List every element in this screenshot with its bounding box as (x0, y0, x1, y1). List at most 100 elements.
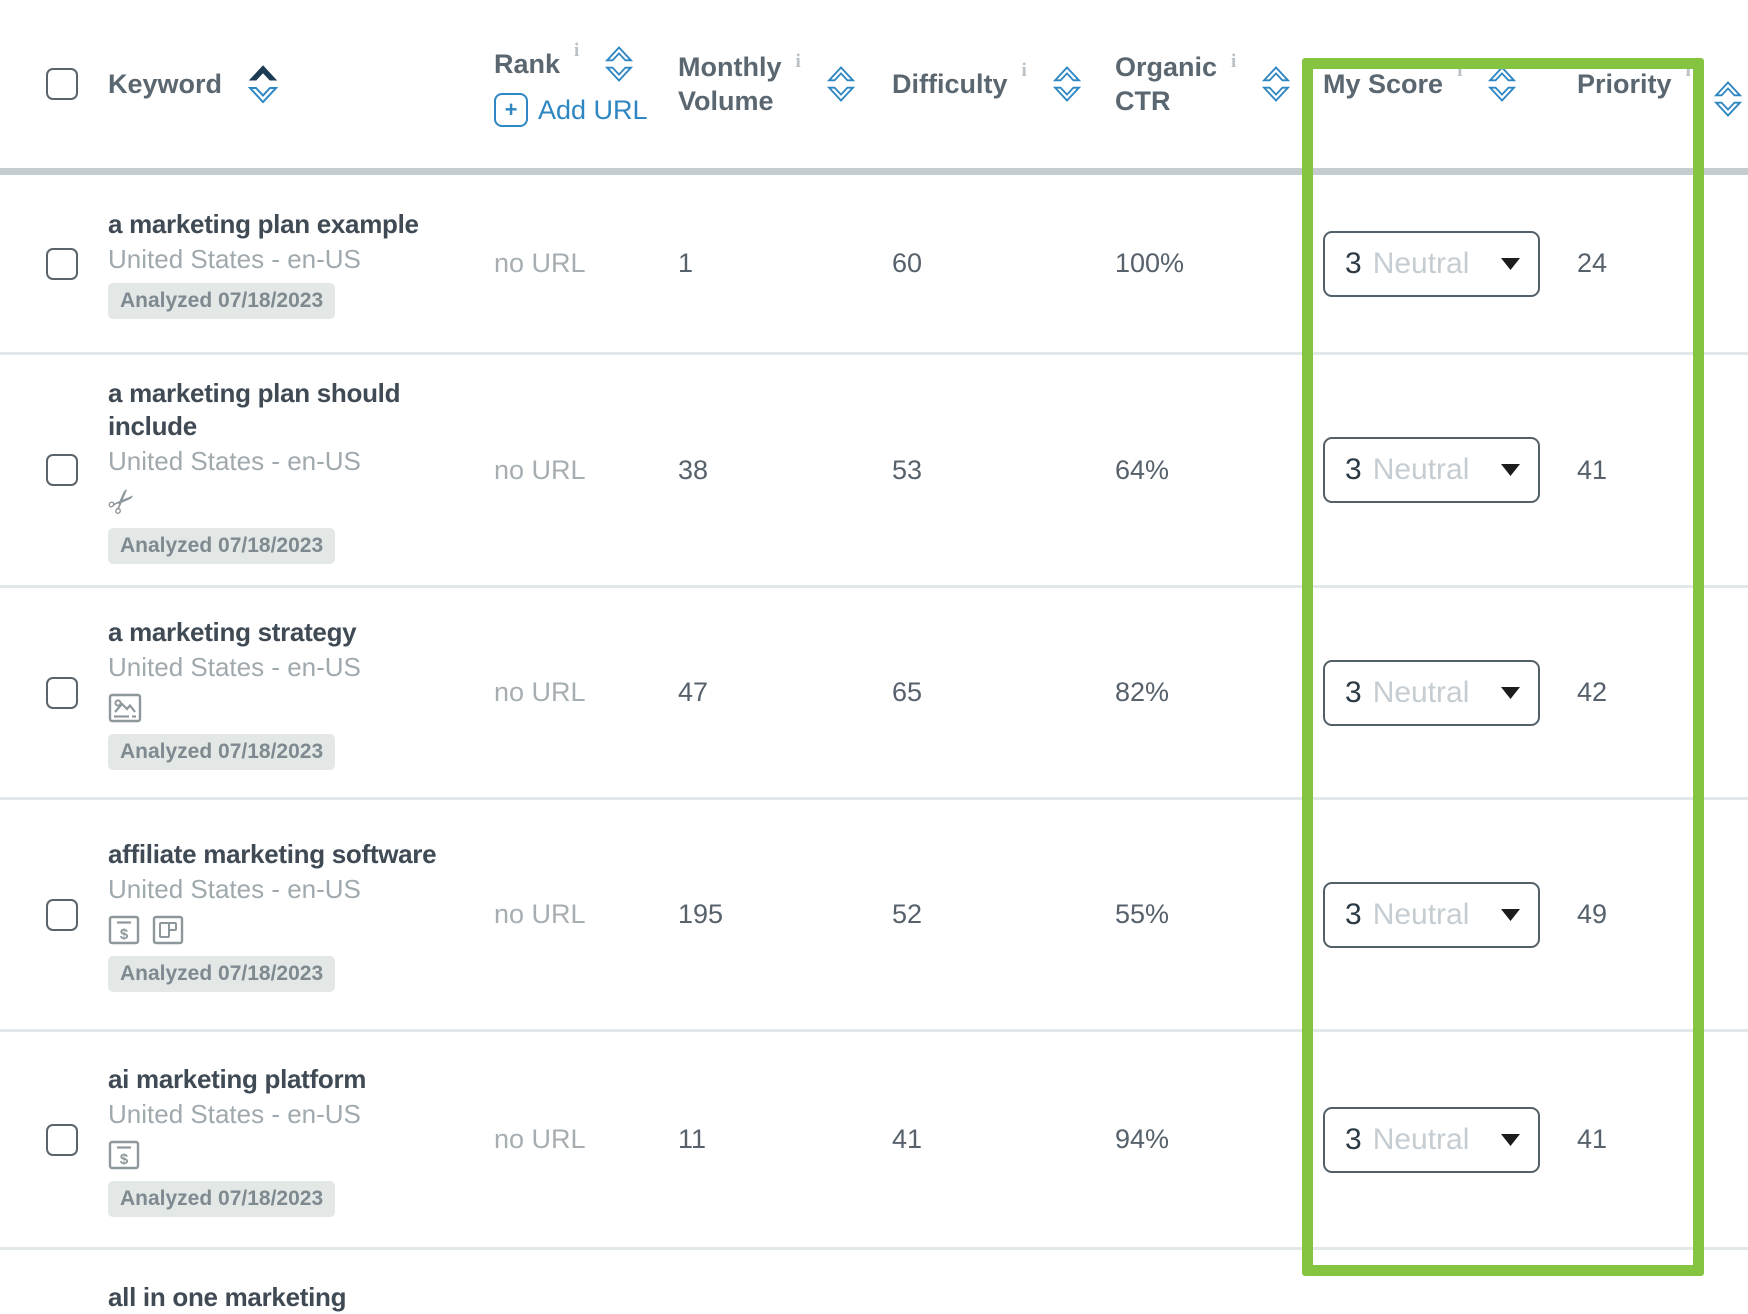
table-row: ai marketing platform United States - en… (0, 1032, 1748, 1250)
priority-value: 41 (1577, 1124, 1608, 1154)
difficulty-value: 60 (892, 248, 923, 278)
analyzed-badge: Analyzed 07/18/2023 (108, 283, 336, 319)
sort-icon[interactable] (1262, 61, 1291, 107)
keyword-link[interactable]: a marketing plan example (108, 209, 419, 239)
keyword-link[interactable]: affiliate marketing software (108, 838, 437, 869)
table-header: Keyword Rank i + Add URL Monthly Vo (0, 0, 1748, 175)
row-checkbox[interactable] (46, 1123, 78, 1156)
monthly-volume-value: 11 (678, 1124, 707, 1154)
difficulty-value: 53 (892, 454, 923, 485)
column-header-keyword[interactable]: Keyword (95, 0, 485, 168)
info-icon[interactable]: i (1231, 51, 1237, 72)
dropdown-caret-icon (1501, 686, 1520, 699)
info-icon[interactable]: i (1685, 60, 1691, 81)
dropdown-caret-icon (1501, 464, 1520, 476)
info-icon[interactable]: i (1021, 60, 1027, 81)
organic-ctr-header-label: Organic CTR (1115, 52, 1218, 116)
table-row: a marketing plan should include United S… (0, 355, 1748, 588)
keyword-header-label: Keyword (108, 69, 223, 99)
sort-icon[interactable] (826, 61, 855, 107)
difficulty-header-label: Difficulty (892, 69, 1008, 99)
sort-icon[interactable] (1488, 61, 1517, 107)
analyzed-badge: Analyzed 07/18/2023 (108, 955, 336, 992)
priority-value: 42 (1577, 677, 1608, 707)
dollar-square-icon: $ (108, 1140, 140, 1169)
add-url-label: Add URL (538, 94, 648, 125)
sort-icon[interactable] (1714, 76, 1742, 122)
organic-ctr-value: 64% (1115, 454, 1170, 485)
organic-ctr-value: 94% (1115, 1124, 1170, 1154)
info-icon[interactable]: i (795, 51, 801, 72)
priority-value: 24 (1577, 248, 1608, 278)
keyword-location: United States - en-US (108, 1098, 361, 1129)
column-header-organic-ctr[interactable]: Organic CTR i (1105, 0, 1313, 168)
monthly-volume-value: 47 (678, 677, 709, 707)
monthly-volume-value: 1 (678, 248, 694, 278)
priority-value: 41 (1577, 454, 1608, 485)
my-score-dropdown[interactable]: 3 Neutral (1323, 659, 1540, 726)
organic-ctr-value: 82% (1115, 677, 1170, 707)
row-checkbox[interactable] (46, 898, 78, 931)
rank-value: no URL (494, 454, 586, 485)
priority-value: 49 (1577, 899, 1608, 929)
table-row: a marketing plan example United States -… (0, 175, 1748, 355)
svg-text:$: $ (120, 1151, 129, 1168)
keyword-link[interactable]: a marketing plan should include (108, 377, 401, 441)
dropdown-caret-icon (1501, 1133, 1520, 1146)
monthly-volume-value: 38 (678, 454, 709, 485)
sort-icon-active-asc[interactable] (248, 59, 279, 109)
monthly-volume-value: 195 (678, 899, 724, 929)
keyword-location: United States - en-US (108, 445, 361, 476)
table-row-partial: all in one marketing (0, 1250, 1748, 1314)
rank-value: no URL (494, 248, 586, 278)
analyzed-badge: Analyzed 07/18/2023 (108, 733, 336, 770)
scissors-icon: ✂ (98, 477, 146, 526)
table-row: a marketing strategy United States - en-… (0, 588, 1748, 800)
column-header-my-score[interactable]: My Score i (1313, 0, 1565, 168)
dropdown-caret-icon (1501, 257, 1520, 270)
sort-icon[interactable] (605, 41, 634, 87)
priority-header-label: Priority (1577, 69, 1672, 99)
column-header-rank: Rank i + Add URL (485, 0, 665, 168)
header-checkbox-cell (0, 0, 95, 168)
plus-icon: + (494, 93, 528, 127)
table-row: affiliate marketing software United Stat… (0, 800, 1748, 1032)
my-score-dropdown[interactable]: 3 Neutral (1323, 437, 1540, 503)
dollar-square-icon: $ (108, 915, 140, 944)
rank-header-label[interactable]: Rank (494, 49, 561, 79)
column-header-monthly-volume[interactable]: Monthly Volume i (665, 0, 880, 168)
keyword-link[interactable]: a marketing strategy (108, 616, 357, 647)
image-pack-icon (108, 693, 142, 722)
sort-icon[interactable] (1052, 61, 1081, 107)
row-checkbox[interactable] (46, 247, 78, 280)
my-score-dropdown[interactable]: 3 Neutral (1323, 230, 1540, 297)
row-checkbox[interactable] (46, 676, 78, 709)
analyzed-badge: Analyzed 07/18/2023 (108, 1180, 336, 1217)
rank-value: no URL (494, 677, 586, 707)
keyword-location: United States - en-US (108, 651, 361, 682)
column-header-difficulty[interactable]: Difficulty i (880, 0, 1105, 168)
organic-ctr-value: 55% (1115, 899, 1170, 929)
keyword-location: United States - en-US (108, 244, 361, 274)
my-score-dropdown[interactable]: 3 Neutral (1323, 881, 1540, 948)
row-checkbox[interactable] (46, 454, 78, 486)
rank-value: no URL (494, 1124, 586, 1154)
info-icon[interactable]: i (1457, 60, 1463, 81)
difficulty-value: 41 (892, 1124, 923, 1154)
keyword-link[interactable]: all in one marketing (108, 1282, 347, 1312)
organic-ctr-value: 100% (1115, 248, 1185, 278)
keyword-link[interactable]: ai marketing platform (108, 1063, 367, 1094)
my-score-header-label: My Score (1323, 69, 1444, 99)
dropdown-caret-icon (1501, 908, 1520, 921)
panel-icon (152, 915, 184, 944)
difficulty-value: 52 (892, 899, 923, 929)
add-url-button[interactable]: + Add URL (494, 93, 648, 127)
column-header-priority[interactable]: Priority i (1565, 0, 1748, 168)
svg-text:$: $ (120, 926, 129, 943)
keyword-location: United States - en-US (108, 873, 361, 904)
select-all-checkbox[interactable] (46, 68, 78, 100)
rank-value: no URL (494, 899, 586, 929)
info-icon[interactable]: i (574, 40, 580, 61)
my-score-dropdown[interactable]: 3 Neutral (1323, 1106, 1540, 1173)
analyzed-badge: Analyzed 07/18/2023 (108, 527, 336, 564)
